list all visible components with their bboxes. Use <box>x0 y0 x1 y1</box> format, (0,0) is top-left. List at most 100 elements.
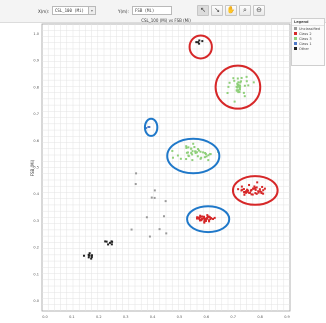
y-axis-select[interactable]: FSB (Mi) <box>132 6 172 15</box>
grid-lines <box>42 24 290 311</box>
data-point <box>238 91 241 94</box>
data-point <box>247 84 250 87</box>
data-point <box>150 196 153 199</box>
data-point <box>239 84 242 87</box>
data-point <box>90 257 93 260</box>
data-point <box>200 156 203 159</box>
data-point <box>237 188 240 191</box>
data-point <box>235 89 238 92</box>
data-point <box>239 85 242 88</box>
legend-swatch <box>294 27 297 30</box>
data-point <box>262 192 265 195</box>
data-point <box>254 188 257 191</box>
data-point <box>200 219 203 222</box>
legend-title: Legend <box>292 19 324 26</box>
data-point <box>87 256 90 259</box>
data-point <box>193 145 196 148</box>
legend-item[interactable]: Class 2 <box>292 31 324 36</box>
data-point <box>243 191 246 194</box>
chevron-down-icon: ▾ <box>88 7 95 14</box>
x-axis-label: X(m): <box>38 9 50 14</box>
data-point <box>256 181 259 184</box>
data-point <box>236 77 239 80</box>
highlight-ellipse <box>186 205 231 234</box>
x-tick-label: 0.8 <box>257 315 263 319</box>
data-point <box>147 126 150 129</box>
highlight-ellipse <box>214 64 262 110</box>
data-point <box>164 200 167 203</box>
data-point <box>201 217 204 220</box>
y-axis-label: Y(m): <box>118 9 129 14</box>
select-tool-button[interactable]: ↖ <box>197 5 209 16</box>
data-point <box>204 217 207 220</box>
data-point <box>212 218 215 221</box>
pan-tool-button[interactable]: ✋ <box>225 5 237 16</box>
data-point <box>148 235 151 238</box>
data-point <box>238 87 241 90</box>
y-tick-label: 0.7 <box>33 112 39 116</box>
data-point <box>254 186 257 189</box>
data-point <box>243 95 246 98</box>
data-point <box>107 243 110 246</box>
legend-item[interactable]: Other <box>292 46 324 51</box>
x-tick-label: 0.7 <box>230 315 236 319</box>
legend-item[interactable]: Unclassified <box>292 26 324 31</box>
data-point <box>203 215 206 218</box>
y-tick-label: 1.0 <box>33 32 39 36</box>
data-point <box>240 189 243 192</box>
y-tick-label: 0.2 <box>33 246 39 250</box>
highlight-ellipse <box>143 117 159 137</box>
data-point <box>237 89 240 92</box>
data-point <box>187 155 190 158</box>
legend-swatch <box>294 47 297 50</box>
data-point <box>245 75 248 78</box>
data-point <box>203 156 206 159</box>
data-point <box>254 192 257 195</box>
data-point <box>227 85 230 88</box>
data-point <box>260 191 263 194</box>
highlight-ellipses <box>143 34 279 234</box>
y-axis-title: FSB (Mi) <box>30 159 35 176</box>
data-point <box>263 187 266 190</box>
data-point <box>213 216 216 219</box>
data-point <box>233 79 236 82</box>
legend-label: Class 2 <box>299 31 312 36</box>
data-point <box>200 218 203 221</box>
y-tick-label: 0.9 <box>33 59 39 63</box>
data-point <box>199 214 202 217</box>
y-tick-label: 0.1 <box>33 272 39 276</box>
legend-label: Unclassified <box>299 26 321 31</box>
lasso-tool-button[interactable]: ↘ <box>211 5 223 16</box>
legend-swatch <box>294 37 297 40</box>
data-point <box>197 149 200 152</box>
data-point <box>208 219 211 222</box>
data-point <box>258 188 261 191</box>
data-point <box>87 253 90 256</box>
data-point <box>259 190 262 193</box>
data-point <box>108 241 111 244</box>
data-point <box>208 153 211 156</box>
data-point <box>82 254 85 257</box>
data-point <box>171 149 174 152</box>
data-point <box>197 41 200 44</box>
x-tick-label: 0.2 <box>96 315 102 319</box>
data-point <box>197 216 200 219</box>
data-point <box>236 82 239 85</box>
legend-item[interactable]: Class 3 <box>292 36 324 41</box>
data-point <box>242 91 245 94</box>
data-point <box>237 91 240 94</box>
legend-label: Class 3 <box>299 36 312 41</box>
zoom-in-tool-button[interactable]: ⌕ <box>239 5 251 16</box>
x-tick-label: 0.0 <box>42 315 48 319</box>
data-point <box>190 147 193 150</box>
legend-item[interactable]: Class 1 <box>292 41 324 46</box>
data-point <box>245 80 248 83</box>
data-point <box>198 219 201 222</box>
data-point <box>262 189 265 192</box>
data-point <box>153 196 156 199</box>
data-point <box>246 190 249 193</box>
x-axis-select[interactable]: CSL_100 (Mi) ▾ <box>52 6 96 15</box>
x-tick-label: 0.6 <box>204 315 210 319</box>
zoom-out-tool-button[interactable]: ⊖ <box>253 5 265 16</box>
